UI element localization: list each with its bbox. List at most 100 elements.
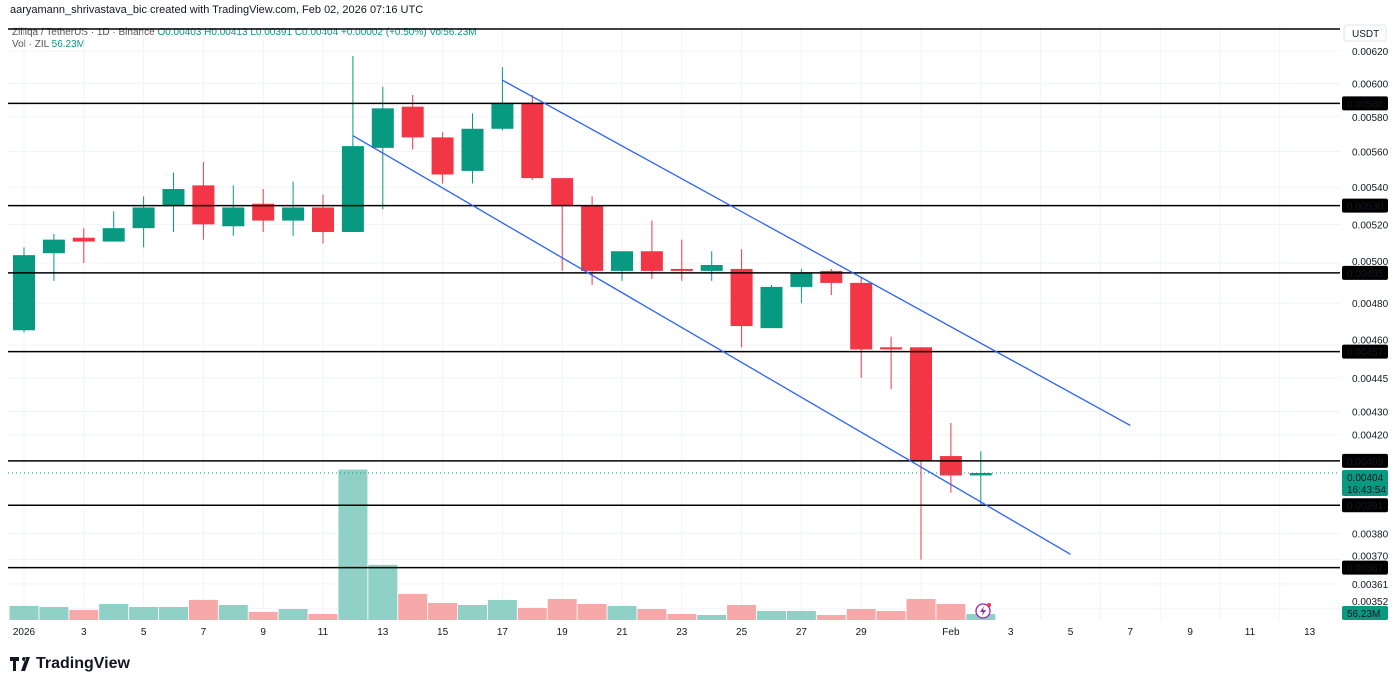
y-tick-label: 0.00352 bbox=[1352, 597, 1389, 608]
candle-body bbox=[551, 178, 574, 206]
volume-legend-value: 56.23M bbox=[51, 39, 86, 50]
candle-body bbox=[252, 203, 275, 221]
candle-body bbox=[491, 103, 514, 129]
notification-dot bbox=[987, 603, 991, 607]
volume-value: Vol56.23M bbox=[429, 27, 477, 38]
x-tick-label: 3 bbox=[1008, 627, 1014, 638]
channel-upper-line bbox=[502, 79, 1131, 426]
x-tick-label: 5 bbox=[141, 627, 147, 638]
volume-bar bbox=[278, 609, 308, 620]
y-tick-label: 0.00560 bbox=[1352, 147, 1389, 158]
volume-bar bbox=[547, 598, 577, 620]
candle-body bbox=[132, 207, 155, 229]
volume-bar bbox=[248, 611, 278, 620]
x-tick-label: 11 bbox=[1245, 627, 1256, 638]
y-tick-label: 0.00620 bbox=[1352, 47, 1389, 58]
volume-bar bbox=[487, 599, 517, 620]
volume-bar bbox=[458, 604, 487, 620]
countdown-label: 16:43:54 bbox=[1347, 485, 1386, 496]
currency-box bbox=[1343, 24, 1387, 42]
y-tick-label: 0.00520 bbox=[1352, 220, 1389, 231]
candle-body bbox=[820, 270, 843, 283]
candle-body bbox=[431, 137, 454, 175]
level-price-tag-bg bbox=[1342, 198, 1388, 213]
change-value: +0.00002 (+0.50%) bbox=[340, 27, 427, 38]
x-tick-label: 7 bbox=[1128, 627, 1134, 638]
volume-bar bbox=[577, 603, 607, 620]
x-tick-label: Feb bbox=[942, 627, 960, 638]
level-price-tag-bg bbox=[1342, 344, 1388, 359]
brand-name: TradingView bbox=[36, 655, 130, 672]
y-tick-label: 0.00380 bbox=[1352, 529, 1389, 540]
candle-body bbox=[670, 268, 693, 271]
tradingview-logo-icon bbox=[10, 657, 30, 671]
volume-bar bbox=[727, 604, 757, 620]
open-value: O0.00403 bbox=[157, 27, 202, 38]
candle-body bbox=[341, 146, 364, 232]
y-tick-label: 0.00430 bbox=[1352, 408, 1389, 419]
level-price-tag: 0.00530 bbox=[1347, 202, 1384, 213]
chart-credit: aaryamann_shrivastava_bic created with T… bbox=[10, 4, 424, 16]
x-tick-label: 7 bbox=[201, 627, 207, 638]
candle-body bbox=[880, 347, 903, 350]
candle-body bbox=[910, 347, 932, 461]
level-price-tag: 0.00367 bbox=[1347, 564, 1384, 575]
volume-bar bbox=[159, 606, 188, 620]
high-value: H0.00413 bbox=[204, 27, 248, 38]
y-tick-label: 0.00361 bbox=[1352, 580, 1389, 591]
volume-bar bbox=[99, 603, 129, 620]
price-chart[interactable]: 0.00620 0.00600 0.00580 0.00560 0.00540 0.005… bbox=[0, 0, 1400, 650]
x-tick-label: 23 bbox=[676, 627, 688, 638]
candle-body bbox=[581, 205, 604, 271]
y-tick-label: 0.00460 bbox=[1352, 336, 1389, 347]
candle-body bbox=[102, 228, 125, 242]
volume-bar bbox=[876, 610, 906, 620]
level-price-tag: 0.00391 bbox=[1347, 501, 1384, 512]
level-price-tag-bg bbox=[1342, 265, 1388, 280]
volume-bar bbox=[786, 610, 816, 620]
candle-body bbox=[13, 255, 35, 331]
volume-bar bbox=[607, 605, 637, 620]
candle-body bbox=[611, 251, 633, 271]
x-tick-label: 13 bbox=[377, 627, 389, 638]
level-price-tag: 0.00409 bbox=[1347, 457, 1384, 468]
low-value: L0.00391 bbox=[250, 27, 293, 38]
x-tick-label: 29 bbox=[856, 627, 868, 638]
x-tick-label: 3 bbox=[81, 627, 87, 638]
x-tick-label: 5 bbox=[1068, 627, 1074, 638]
last-volume-tag: 56.23M bbox=[1347, 609, 1380, 620]
volume-bar bbox=[906, 598, 936, 620]
candle-body bbox=[222, 207, 245, 227]
tradingview-logo: TradingView bbox=[10, 655, 130, 673]
y-tick-label: 0.00500 bbox=[1352, 257, 1389, 268]
volume-bar bbox=[637, 609, 667, 620]
x-tick-label: 21 bbox=[616, 627, 628, 638]
volume-bar bbox=[517, 607, 547, 620]
level-price-tag-bg bbox=[1342, 96, 1388, 111]
level-price-tag: 0.00588 bbox=[1347, 99, 1384, 110]
y-tick-label: 0.00600 bbox=[1352, 79, 1389, 90]
x-tick-label: 9 bbox=[1187, 627, 1193, 638]
y-tick-label: 0.00480 bbox=[1352, 299, 1389, 310]
channel-lower-line bbox=[352, 135, 1071, 555]
volume-label[interactable]: Vol · ZIL bbox=[12, 39, 49, 50]
x-tick-label: 19 bbox=[557, 627, 569, 638]
volume-bar bbox=[428, 602, 458, 620]
candle-body bbox=[700, 264, 723, 271]
candle-body bbox=[640, 251, 663, 271]
y-tick-label: 0.00580 bbox=[1352, 113, 1389, 124]
candle-body bbox=[730, 268, 753, 327]
lightning-icon bbox=[975, 603, 991, 619]
y-tick-label: 0.00445 bbox=[1352, 374, 1389, 385]
candle-body bbox=[521, 103, 544, 179]
volume-bar bbox=[368, 564, 398, 620]
volume-bar bbox=[398, 593, 428, 620]
x-tick-label: 2026 bbox=[13, 627, 36, 638]
last-volume-tag-bg bbox=[1342, 606, 1388, 620]
candle-body bbox=[461, 128, 484, 171]
x-tick-label: 15 bbox=[437, 627, 449, 638]
volume-bar bbox=[308, 614, 338, 620]
lightning-icon-bolt bbox=[980, 606, 986, 616]
x-tick-label: 17 bbox=[497, 627, 509, 638]
volume-bar bbox=[188, 599, 218, 620]
